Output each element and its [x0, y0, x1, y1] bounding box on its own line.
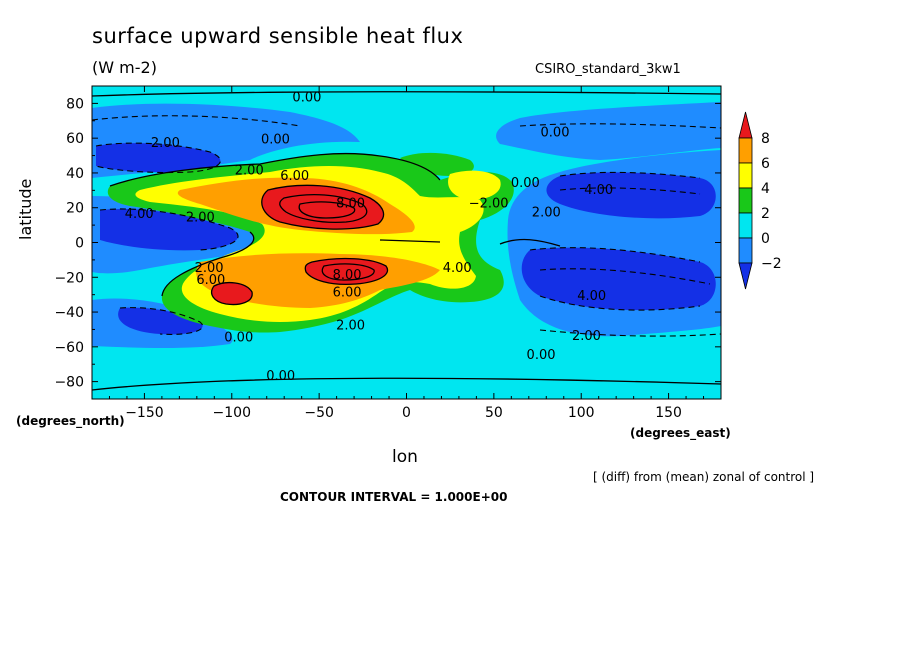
- colorbar-label: −2: [761, 256, 782, 272]
- y-tick-label: 20: [66, 201, 84, 217]
- x-axis-label: lon: [392, 447, 418, 467]
- y-tick-label: 60: [66, 131, 84, 147]
- x-axis-units: (degrees_east): [630, 426, 731, 440]
- y-axis-units: (degrees_north): [16, 414, 125, 428]
- positive-region-yellow-east: [448, 170, 501, 200]
- max-region-south: [305, 258, 388, 285]
- strong-negative-east-south: [521, 247, 716, 311]
- x-tick-label: 50: [485, 405, 503, 421]
- contour-label: 2.00: [572, 329, 601, 344]
- contour-label: 4.00: [584, 183, 613, 198]
- contour-label: 4.00: [443, 261, 472, 276]
- y-tick-label: 40: [66, 166, 84, 182]
- colorbar-label: 0: [761, 231, 770, 247]
- contour-label: 2.00: [186, 211, 215, 226]
- contour-label: 0.00: [292, 91, 321, 106]
- colorbar-segment: [738, 137, 753, 164]
- y-tick-label: 80: [66, 96, 84, 112]
- contour-label: 2.00: [151, 136, 180, 151]
- y-tick-label: −60: [54, 340, 84, 356]
- contour-label: 4.00: [125, 207, 154, 222]
- anomaly-note: [ (diff) from (mean) zonal of control ]: [593, 470, 815, 484]
- contour-label: −2.00: [469, 197, 509, 212]
- y-tick-label: −80: [54, 375, 84, 391]
- contour-label: 2.00: [336, 318, 365, 333]
- colorbar-label: 6: [761, 156, 770, 172]
- contour-label: 0.00: [224, 331, 253, 346]
- contour-label: 2.00: [235, 164, 264, 179]
- colorbar-label: 4: [761, 181, 770, 197]
- contour-label: 0.00: [261, 132, 290, 147]
- contour-labels: 0.000.002.002.00 6.008.004.00 2.000.000.00…: [125, 91, 613, 384]
- contour-label: 0.00: [541, 125, 570, 140]
- contour-label: 2.00: [532, 205, 561, 220]
- y-tick-label: −40: [54, 305, 84, 321]
- contour-label: 0.00: [266, 369, 295, 384]
- contour-label: 0.00: [527, 348, 556, 363]
- dataset-label: CSIRO_standard_3kw1: [535, 62, 681, 77]
- x-tick-label: −100: [213, 405, 251, 421]
- x-tick-label: −150: [125, 405, 163, 421]
- colorbar-min-arrow: [738, 262, 753, 290]
- colorbar: 8 6 4 2 0 −2: [738, 111, 782, 290]
- strong-negative-south-pacific: [118, 307, 203, 335]
- contour-label: 8.00: [336, 197, 365, 212]
- y-tick-label: −20: [54, 270, 84, 286]
- flux-field: [92, 86, 721, 399]
- colorbar-segment: [738, 187, 753, 214]
- contour-label: 8.00: [333, 268, 362, 283]
- chart-title: surface upward sensible heat flux: [92, 24, 464, 48]
- strong-negative-east-north: [546, 172, 716, 219]
- colorbar-segment: [738, 237, 753, 264]
- max-region-southwest: [211, 282, 253, 305]
- colorbar-segment: [738, 212, 753, 239]
- contour-label: 2.00: [195, 261, 224, 276]
- negative-region-east: [496, 102, 721, 160]
- contour-label: 4.00: [577, 289, 606, 304]
- strong-negative-tropical-west: [100, 208, 239, 251]
- positive-region-east-blob: [400, 152, 474, 176]
- axes: −150 −100 −50 0 50 100 150 80 60 40 20 0 −20 −40 −60 −8…: [54, 85, 721, 421]
- colorbar-max-arrow: [738, 111, 753, 139]
- x-tick-label: 150: [655, 405, 682, 421]
- strong-negative-north-pacific: [96, 143, 221, 173]
- colorbar-label: 2: [761, 206, 770, 222]
- contour-interval: CONTOUR INTERVAL = 1.000E+00: [280, 490, 508, 504]
- x-tick-label: 0: [402, 405, 411, 421]
- contour-label: 0.00: [511, 176, 540, 191]
- x-tick-label: −50: [304, 405, 334, 421]
- x-tick-label: 100: [568, 405, 595, 421]
- contour-label: 6.00: [280, 169, 309, 184]
- contour-label: 6.00: [333, 285, 362, 300]
- units-label: (W m-2): [92, 58, 157, 77]
- colorbar-segment: [738, 162, 753, 189]
- y-tick-label: 0: [75, 236, 84, 252]
- colorbar-label: 8: [761, 131, 770, 147]
- contour-label: 6.00: [196, 273, 225, 288]
